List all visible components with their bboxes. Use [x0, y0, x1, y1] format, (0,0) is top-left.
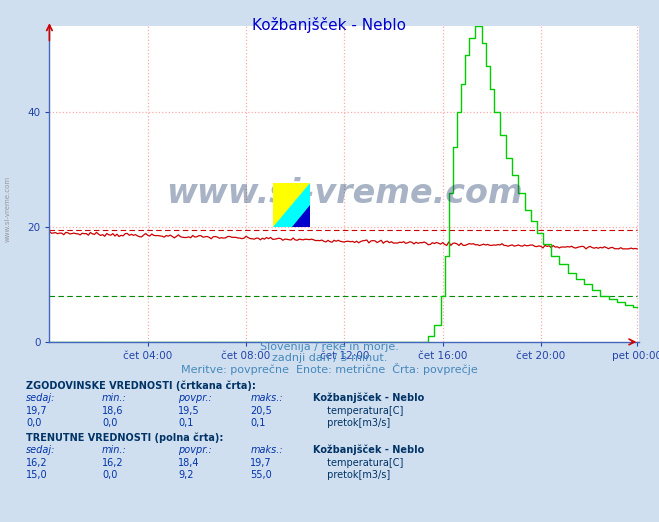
Text: Slovenija / reke in morje.: Slovenija / reke in morje. — [260, 342, 399, 352]
Text: 16,2: 16,2 — [26, 458, 48, 468]
Text: Kožbanjšček - Neblo: Kožbanjšček - Neblo — [252, 17, 407, 33]
Text: povpr.:: povpr.: — [178, 445, 212, 455]
Text: 18,4: 18,4 — [178, 458, 200, 468]
Text: 16,2: 16,2 — [102, 458, 124, 468]
Polygon shape — [291, 205, 310, 227]
Text: pretok[m3/s]: pretok[m3/s] — [324, 470, 390, 480]
Text: 15,0: 15,0 — [26, 470, 48, 480]
Text: 55,0: 55,0 — [250, 470, 272, 480]
Text: www.si-vreme.com: www.si-vreme.com — [166, 177, 523, 210]
Text: temperatura[C]: temperatura[C] — [324, 406, 403, 416]
Polygon shape — [273, 183, 310, 227]
Text: sedaj:: sedaj: — [26, 393, 56, 404]
Text: Kožbanjšček - Neblo: Kožbanjšček - Neblo — [313, 445, 424, 455]
Text: 19,5: 19,5 — [178, 406, 200, 416]
Text: temperatura[C]: temperatura[C] — [324, 458, 403, 468]
Text: 0,0: 0,0 — [102, 470, 117, 480]
Text: TRENUTNE VREDNOSTI (polna črta):: TRENUTNE VREDNOSTI (polna črta): — [26, 432, 224, 443]
Polygon shape — [273, 183, 310, 227]
Text: 0,1: 0,1 — [178, 418, 193, 428]
Text: ZGODOVINSKE VREDNOSTI (črtkana črta):: ZGODOVINSKE VREDNOSTI (črtkana črta): — [26, 381, 256, 391]
Text: www.si-vreme.com: www.si-vreme.com — [5, 176, 11, 242]
Text: zadnji dan / 5 minut.: zadnji dan / 5 minut. — [272, 353, 387, 363]
Text: 20,5: 20,5 — [250, 406, 272, 416]
Text: 0,0: 0,0 — [102, 418, 117, 428]
Text: Kožbanjšček - Neblo: Kožbanjšček - Neblo — [313, 393, 424, 404]
Text: 18,6: 18,6 — [102, 406, 124, 416]
Text: maks.:: maks.: — [250, 393, 283, 404]
Text: min.:: min.: — [102, 445, 127, 455]
Text: 0,0: 0,0 — [26, 418, 42, 428]
Text: 9,2: 9,2 — [178, 470, 194, 480]
Text: 19,7: 19,7 — [250, 458, 272, 468]
Text: sedaj:: sedaj: — [26, 445, 56, 455]
Text: 19,7: 19,7 — [26, 406, 48, 416]
Text: maks.:: maks.: — [250, 445, 283, 455]
Text: Meritve: povprečne  Enote: metrične  Črta: povprečje: Meritve: povprečne Enote: metrične Črta:… — [181, 363, 478, 375]
Text: 0,1: 0,1 — [250, 418, 266, 428]
Text: pretok[m3/s]: pretok[m3/s] — [324, 418, 390, 428]
Text: min.:: min.: — [102, 393, 127, 404]
Text: povpr.:: povpr.: — [178, 393, 212, 404]
